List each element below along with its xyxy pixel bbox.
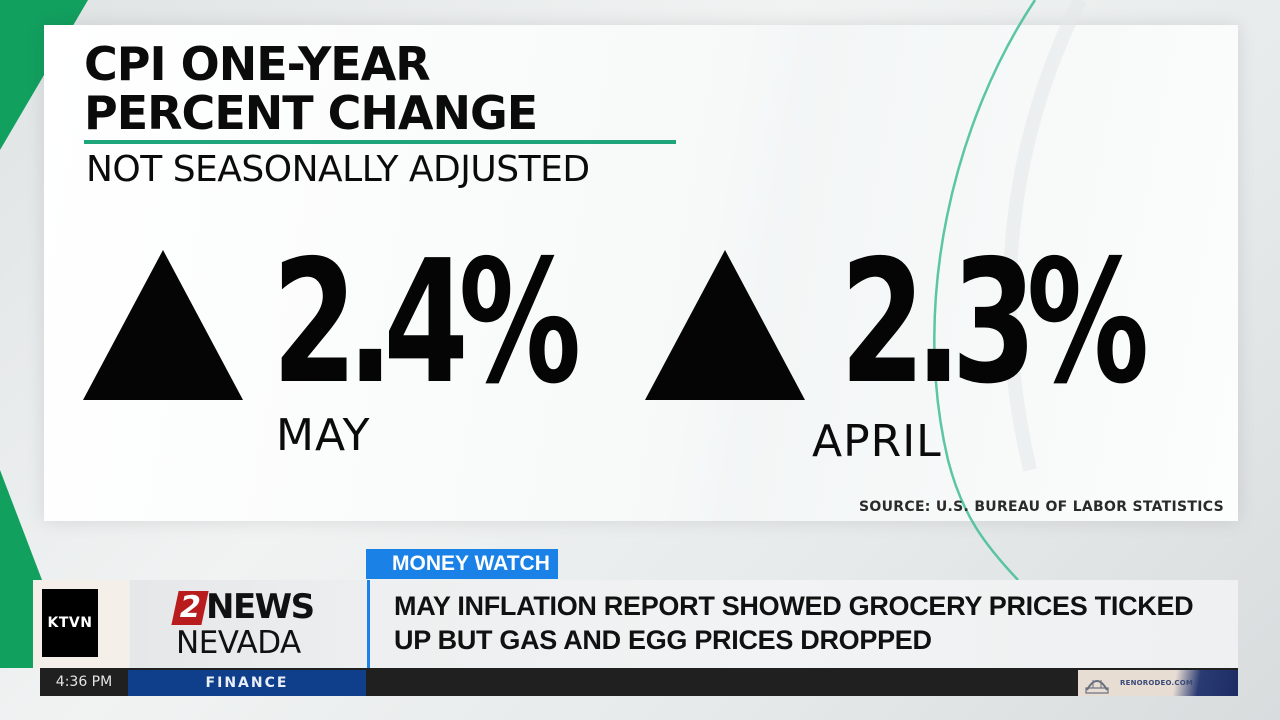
graphic-subtitle: NOT SEASONALLY ADJUSTED bbox=[86, 149, 590, 190]
title-line-2: PERCENT CHANGE bbox=[84, 86, 538, 140]
brand-block bbox=[130, 580, 366, 668]
stat-value-may: 2.4% bbox=[272, 224, 581, 422]
triangle-up-icon bbox=[83, 250, 243, 400]
graphic-title: CPI ONE-YEAR PERCENT CHANGE bbox=[84, 37, 538, 140]
headline-divider bbox=[367, 580, 370, 668]
headline-text: MAY INFLATION REPORT SHOWED GROCERY PRIC… bbox=[394, 591, 1194, 655]
triangle-up-icon bbox=[645, 250, 805, 400]
title-underline bbox=[84, 140, 676, 144]
stat-label-may: MAY bbox=[276, 410, 371, 461]
clock: 4:36 PM bbox=[55, 674, 113, 690]
station-bug: KTVN bbox=[42, 589, 98, 657]
source-credit: SOURCE: U.S. BUREAU OF LABOR STATISTICS bbox=[859, 499, 1224, 515]
sponsor-text: RENORODEO.COM bbox=[1120, 679, 1194, 687]
rodeo-logo-icon bbox=[1085, 680, 1109, 694]
stat-value-april: 2.3% bbox=[840, 224, 1149, 422]
category-label: FINANCE bbox=[128, 670, 366, 696]
brand-logo-region: NEVADA bbox=[176, 625, 301, 661]
brand-logo-news: NEWS bbox=[206, 587, 315, 627]
stat-label-april: APRIL bbox=[812, 416, 942, 467]
sponsor-banner bbox=[1078, 670, 1238, 696]
title-line-1: CPI ONE-YEAR bbox=[84, 37, 431, 91]
segment-tag: MONEY WATCH bbox=[366, 549, 558, 579]
